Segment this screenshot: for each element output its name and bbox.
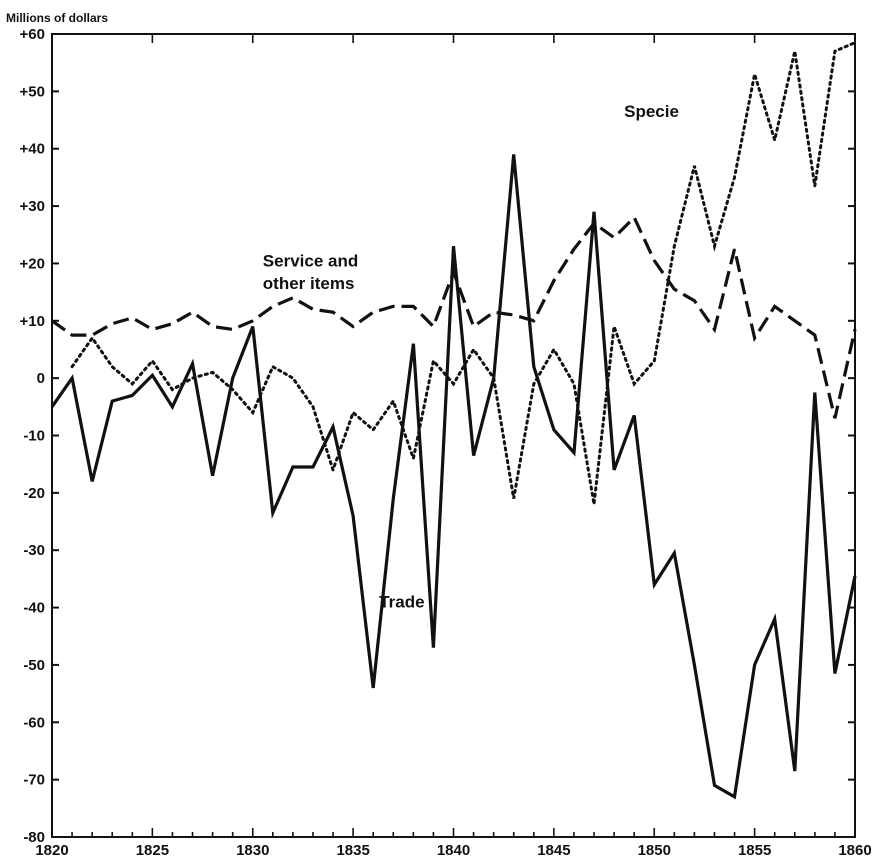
y-tick-label: +40 <box>20 141 45 158</box>
x-tick-label: 1840 <box>437 842 470 858</box>
y-tick-label: -70 <box>23 772 45 789</box>
series-service-and-other-items-line <box>51 214 857 419</box>
y-tick-label: 0 <box>37 370 45 387</box>
series-annotations: Trade Service and other items Specie <box>263 102 679 611</box>
y-axis-unit-label: Millions of dollars <box>6 11 108 25</box>
series-specie-line <box>70 41 857 505</box>
x-tick-label: 1855 <box>738 842 771 858</box>
x-tick-label: 1860 <box>838 842 871 858</box>
series-annotation: Trade <box>379 593 424 612</box>
data-series <box>50 41 857 800</box>
y-tick-label: +50 <box>20 83 45 100</box>
y-tick-label: -10 <box>23 428 45 445</box>
plot-frame <box>51 33 856 838</box>
x-tick-label: 1820 <box>35 842 68 858</box>
y-tick-label: +60 <box>20 26 45 43</box>
y-tick-label: -80 <box>23 829 45 846</box>
y-tick-label: -30 <box>23 542 45 559</box>
series-trade-line <box>50 154 857 800</box>
y-tick-label: -60 <box>23 714 45 731</box>
x-tick-label: 1845 <box>537 842 570 858</box>
y-tick-label: -40 <box>23 600 45 617</box>
series-annotation: other items <box>263 274 355 293</box>
x-tick-label: 1825 <box>136 842 169 858</box>
series-annotation: Service and <box>263 251 358 270</box>
x-tick-label: 1835 <box>336 842 369 858</box>
y-tick-label: +10 <box>20 313 45 330</box>
x-tick-label: 1830 <box>236 842 269 858</box>
y-tick-label: -50 <box>23 657 45 674</box>
axes: +60 +50 +40 +30 +20 +10 0 -10 -20 -30 -40 -50 -60 -70… <box>20 26 872 858</box>
y-tick-label: +30 <box>20 198 45 215</box>
series-annotation: Specie <box>624 102 679 121</box>
y-tick-label: -20 <box>23 485 45 502</box>
x-tick-label: 1850 <box>638 842 671 858</box>
y-tick-label: +20 <box>20 255 45 272</box>
